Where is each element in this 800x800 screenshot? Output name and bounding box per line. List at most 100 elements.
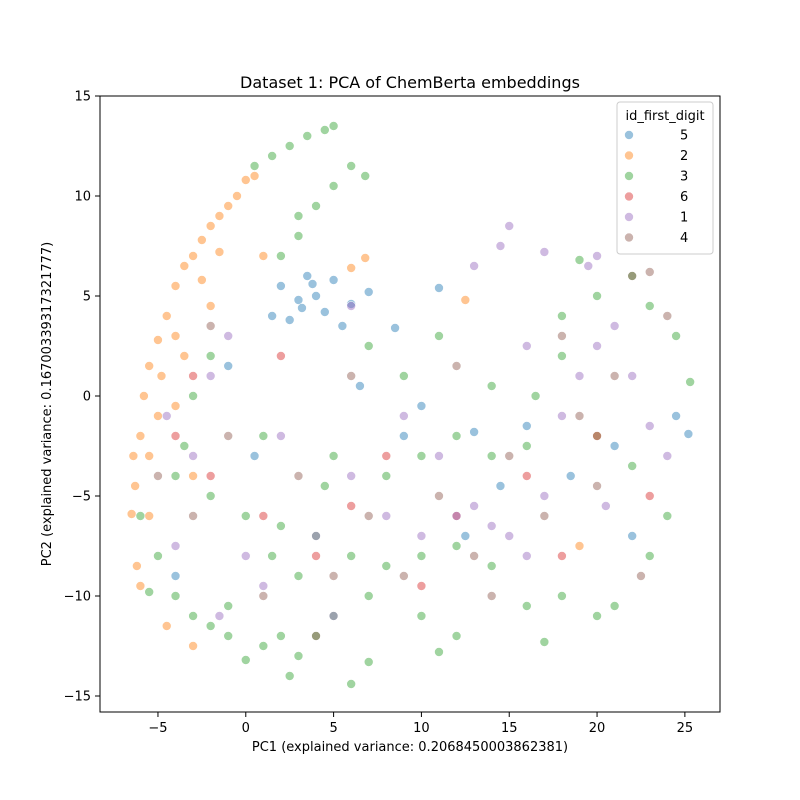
- x-axis: −5 0 5 10 15 20 25: [148, 712, 693, 736]
- scatter-point: [170, 471, 181, 481]
- y-tick-label: −5: [72, 490, 91, 505]
- scatter-point: [557, 591, 567, 601]
- scatter-point: [267, 311, 277, 321]
- scatter-point: [539, 511, 550, 521]
- scatter-point: [434, 647, 444, 657]
- scatter-point: [592, 481, 602, 491]
- scatter-point: [469, 551, 479, 561]
- scatter-point: [644, 491, 655, 501]
- scatter-point: [469, 501, 479, 511]
- y-tick-label: −10: [64, 590, 91, 605]
- scatter-point: [360, 171, 371, 181]
- scatter-point: [276, 251, 286, 261]
- scatter-point: [592, 341, 602, 351]
- scatter-point: [214, 611, 225, 621]
- scatter-point: [399, 571, 409, 581]
- scatter-point: [153, 551, 163, 561]
- scatter-point: [337, 321, 348, 331]
- scatter-point: [363, 287, 374, 297]
- scatter-point: [223, 201, 234, 211]
- legend-label: 5: [680, 129, 688, 144]
- scatter-point: [135, 431, 146, 441]
- scatter-point: [434, 331, 444, 341]
- x-tick-label: 10: [413, 721, 430, 736]
- scatter-point: [662, 511, 673, 521]
- scatter-point: [363, 657, 374, 667]
- scatter-point: [539, 247, 550, 257]
- scatter-point: [521, 441, 532, 451]
- scatter-point: [128, 451, 139, 461]
- x-tick-label: −5: [148, 721, 167, 736]
- y-axis-title: PC2 (explained variance: 0.1670033931732…: [40, 242, 55, 566]
- scatter-point: [144, 587, 154, 597]
- scatter-point: [363, 591, 374, 601]
- scatter-point: [636, 571, 646, 581]
- scatter-point: [153, 411, 163, 421]
- scatter-point: [451, 541, 462, 551]
- scatter-point: [258, 431, 269, 441]
- scatter-point: [328, 121, 339, 131]
- scatter-point: [328, 451, 339, 461]
- scatter-point: [293, 651, 304, 661]
- scatter-point: [188, 511, 198, 521]
- scatter-point: [521, 471, 532, 481]
- scatter-point: [205, 621, 216, 631]
- scatter-point: [293, 211, 304, 221]
- scatter-point: [565, 471, 576, 481]
- scatter-point: [249, 161, 260, 171]
- scatter-point: [293, 231, 304, 241]
- scatter-point: [161, 621, 172, 631]
- x-tick-label: 25: [677, 721, 694, 736]
- scatter-point: [416, 581, 427, 591]
- legend-marker: [624, 232, 634, 243]
- scatter-point: [346, 679, 356, 689]
- scatter-point: [381, 471, 392, 481]
- scatter-point: [683, 429, 694, 439]
- scatter-point: [574, 371, 585, 381]
- scatter-point: [627, 531, 637, 541]
- scatter-point: [293, 571, 304, 581]
- scatter-point: [671, 331, 681, 341]
- scatter-point: [188, 391, 198, 401]
- scatter-point: [346, 299, 356, 309]
- scatter-point: [460, 531, 471, 541]
- scatter-point: [179, 441, 190, 451]
- scatter-point: [644, 551, 655, 561]
- scatter-point: [188, 371, 198, 381]
- scatter-point: [205, 321, 216, 331]
- legend-title: id_first_digit: [625, 109, 704, 124]
- y-tick-label: −15: [64, 690, 91, 705]
- scatter-point: [188, 611, 198, 621]
- scatter-point: [205, 301, 216, 311]
- x-tick-label: 15: [501, 721, 518, 736]
- scatter-point: [156, 371, 167, 381]
- scatter-point: [416, 611, 427, 621]
- scatter-point: [276, 281, 286, 291]
- scatter-point: [601, 501, 611, 511]
- scatter-point: [328, 275, 339, 285]
- scatter-point: [328, 611, 339, 621]
- scatter-point: [302, 131, 313, 141]
- scatter-point: [671, 411, 681, 421]
- scatter-point: [416, 451, 427, 461]
- scatter-point: [434, 283, 444, 293]
- scatter-point: [132, 561, 142, 571]
- scatter-point: [170, 571, 181, 581]
- scatter-point: [240, 511, 251, 521]
- scatter-point: [240, 175, 251, 185]
- scatter-point: [144, 361, 154, 371]
- scatter-point: [521, 551, 532, 561]
- x-axis-title: PC1 (explained variance: 0.2068450003862…: [252, 740, 568, 755]
- points-layer: [126, 121, 695, 689]
- scatter-point: [592, 431, 602, 441]
- legend-box: [616, 101, 714, 255]
- scatter-point: [284, 671, 295, 681]
- chart-title: Dataset 1: PCA of ChemBerta embeddings: [240, 73, 580, 92]
- scatter-point: [662, 451, 673, 461]
- scatter-point: [557, 311, 567, 321]
- legend-marker: [624, 171, 634, 181]
- scatter-point: [144, 451, 154, 461]
- scatter-point: [302, 271, 313, 281]
- scatter-point: [557, 351, 567, 361]
